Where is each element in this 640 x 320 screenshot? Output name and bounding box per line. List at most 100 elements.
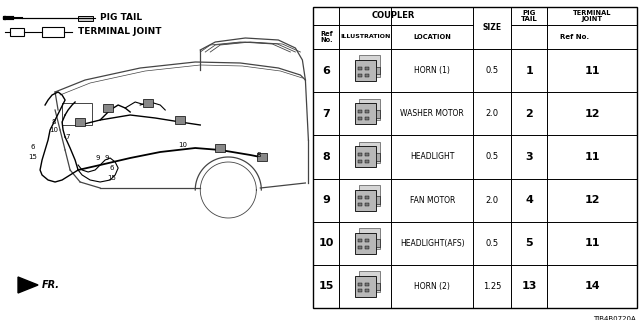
Text: 0.5: 0.5 (486, 152, 499, 161)
Text: 8: 8 (323, 152, 330, 162)
Circle shape (3, 17, 6, 20)
Text: 4: 4 (525, 195, 533, 205)
Text: TERMINAL
JOINT: TERMINAL JOINT (573, 10, 611, 22)
Bar (358, 203, 362, 206)
Text: 9: 9 (323, 195, 330, 205)
Bar (358, 110, 362, 113)
Text: 6: 6 (31, 144, 35, 150)
Bar (376, 153, 380, 161)
Bar (358, 283, 362, 286)
Bar (103, 104, 113, 112)
Bar (365, 246, 369, 249)
Text: 6: 6 (323, 66, 330, 76)
Text: 7: 7 (66, 134, 70, 140)
Bar (78, 15, 93, 20)
Text: 1.25: 1.25 (483, 282, 501, 291)
Text: 11: 11 (584, 152, 600, 162)
Bar (62, 103, 92, 125)
Text: 12: 12 (584, 109, 600, 119)
Text: HEADLIGHT: HEADLIGHT (410, 152, 454, 161)
Bar (358, 196, 362, 199)
Text: FR.: FR. (42, 280, 60, 290)
Text: 1: 1 (525, 66, 533, 76)
Bar (365, 239, 369, 243)
Polygon shape (18, 277, 38, 293)
Text: 11: 11 (584, 66, 600, 76)
Text: WASHER MOTOR: WASHER MOTOR (401, 109, 464, 118)
Text: 10: 10 (49, 127, 59, 133)
Text: Ref
No.: Ref No. (320, 31, 333, 43)
Text: LOCATION: LOCATION (413, 34, 451, 40)
Text: 12: 12 (584, 195, 600, 205)
Bar (365, 117, 369, 120)
Bar (365, 153, 369, 156)
Bar (376, 283, 380, 290)
Bar (359, 142, 380, 163)
Text: 5: 5 (525, 238, 533, 248)
Text: HEADLIGHT(AFS): HEADLIGHT(AFS) (400, 239, 465, 248)
Bar (365, 196, 369, 199)
Bar (355, 233, 376, 254)
Text: 0.5: 0.5 (486, 66, 499, 75)
Bar (358, 289, 362, 292)
Bar (355, 189, 376, 211)
Bar (365, 74, 369, 76)
Bar (42, 27, 64, 37)
Text: FAN MOTOR: FAN MOTOR (410, 196, 455, 204)
Bar (143, 99, 153, 107)
Bar (358, 67, 362, 70)
Text: 13: 13 (522, 281, 537, 292)
Bar (358, 160, 362, 163)
Bar (376, 196, 380, 204)
Bar (355, 146, 376, 167)
Bar (10, 28, 24, 36)
Bar (359, 271, 380, 292)
Bar (175, 116, 185, 124)
Text: 14: 14 (584, 281, 600, 292)
Text: 0.5: 0.5 (486, 239, 499, 248)
Bar (365, 110, 369, 113)
Text: 6: 6 (110, 165, 115, 171)
Bar (257, 153, 268, 161)
Bar (75, 118, 85, 126)
Text: 10: 10 (178, 142, 187, 148)
Text: 9: 9 (105, 155, 109, 161)
Bar (359, 185, 380, 206)
Bar (358, 153, 362, 156)
Text: Ref No.: Ref No. (559, 34, 589, 40)
Text: 3: 3 (525, 152, 533, 162)
Text: ILLUSTRATION: ILLUSTRATION (340, 35, 390, 39)
Bar (365, 203, 369, 206)
Bar (358, 239, 362, 243)
Bar (359, 55, 380, 76)
Bar (358, 246, 362, 249)
Bar (355, 60, 376, 81)
Text: 2: 2 (525, 109, 533, 119)
Bar (355, 276, 376, 297)
Bar (365, 67, 369, 70)
Bar (355, 103, 376, 124)
Text: 2.0: 2.0 (486, 109, 499, 118)
Text: 10: 10 (319, 238, 334, 248)
Text: PIG TAIL: PIG TAIL (100, 13, 142, 22)
Text: TJB4B0720A: TJB4B0720A (593, 316, 636, 320)
Bar (359, 228, 380, 249)
Bar (365, 160, 369, 163)
Bar (376, 110, 380, 117)
Text: HORN (2): HORN (2) (414, 282, 450, 291)
Text: 7: 7 (323, 109, 330, 119)
Bar (365, 289, 369, 292)
Text: TERMINAL JOINT: TERMINAL JOINT (78, 28, 162, 36)
Text: 11: 11 (584, 238, 600, 248)
Bar (359, 99, 380, 120)
Text: SIZE: SIZE (483, 23, 502, 33)
Text: 15: 15 (319, 281, 334, 292)
Bar (358, 117, 362, 120)
Text: 15: 15 (29, 154, 38, 160)
Bar (358, 74, 362, 76)
Bar (376, 239, 380, 247)
Text: 2.0: 2.0 (486, 196, 499, 204)
Text: PIG
TAIL: PIG TAIL (521, 10, 538, 22)
Text: 8: 8 (52, 119, 56, 125)
Bar (376, 67, 380, 74)
